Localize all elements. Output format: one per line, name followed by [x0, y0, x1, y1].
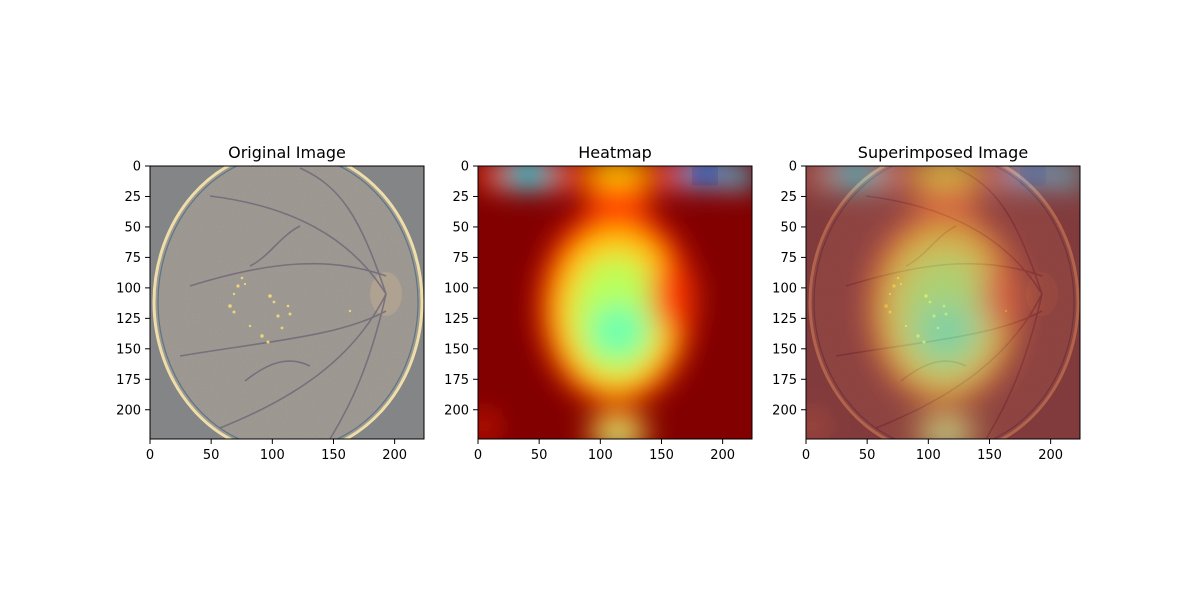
y-tick-label: 200	[444, 403, 469, 418]
y-tick-label: 25	[452, 190, 469, 205]
x-tick-label: 150	[321, 448, 346, 463]
y-tick-label: 100	[116, 281, 141, 296]
x-tick-label: 200	[382, 448, 407, 463]
y-tick-label: 75	[780, 251, 797, 266]
subplot-original: Original Image 0 50 100 150 200 0 25 50 75 100 125…	[116, 143, 425, 464]
x-tick-label: 0	[474, 448, 482, 463]
y-tick-label: 150	[116, 342, 141, 357]
axes-ticks: 0 50 100 150 200 0 25 50 75 100 125 150 175 200	[444, 160, 735, 464]
y-tick-label: 25	[124, 190, 141, 205]
y-tick-label: 25	[780, 190, 797, 205]
axes-ticks: 0 50 100 150 200 0 25 50 75 100 125 150 175 200	[772, 160, 1063, 464]
x-tick-label: 100	[916, 448, 941, 463]
y-tick-label: 150	[772, 342, 797, 357]
x-tick-label: 150	[649, 448, 674, 463]
y-tick-label: 150	[444, 342, 469, 357]
y-tick-label: 200	[772, 403, 797, 418]
x-tick-label: 50	[531, 448, 548, 463]
x-tick-label: 0	[802, 448, 810, 463]
y-tick-label: 75	[124, 251, 141, 266]
y-tick-label: 200	[116, 403, 141, 418]
y-tick-label: 125	[116, 312, 141, 327]
x-tick-label: 150	[977, 448, 1002, 463]
fundus-image	[150, 150, 424, 454]
subplot-superimposed: Superimposed Image 0 50 100 150 200 0 25 50 75 10…	[772, 143, 1082, 464]
x-tick-label: 200	[1038, 448, 1063, 463]
x-tick-label: 0	[146, 448, 154, 463]
y-tick-label: 125	[444, 312, 469, 327]
subplot-title: Superimposed Image	[858, 143, 1028, 162]
y-tick-label: 100	[772, 281, 797, 296]
y-tick-label: 100	[444, 281, 469, 296]
y-tick-label: 50	[124, 220, 141, 235]
y-tick-label: 0	[461, 160, 469, 175]
subplot-title: Heatmap	[578, 143, 652, 162]
x-tick-label: 100	[260, 448, 285, 463]
axes-frame	[149, 165, 425, 440]
axes-frame	[805, 165, 1081, 440]
subplot-title: Original Image	[228, 143, 346, 162]
axes-ticks: 0 50 100 150 200 0 25 50 75 100 125 150 175 200	[116, 160, 407, 464]
y-tick-label: 125	[772, 312, 797, 327]
superimposed-image	[802, 150, 1082, 454]
x-tick-label: 100	[588, 448, 613, 463]
y-tick-label: 50	[452, 220, 469, 235]
y-tick-label: 50	[780, 220, 797, 235]
y-tick-label: 0	[133, 160, 141, 175]
heatmap-image	[474, 158, 754, 450]
x-tick-label: 50	[203, 448, 220, 463]
x-tick-label: 200	[710, 448, 735, 463]
x-tick-label: 50	[859, 448, 876, 463]
subplot-heatmap: Heatmap 0 50 100 150 200 0 25 50 75 100 125 150 175 2…	[444, 143, 754, 464]
y-tick-label: 175	[772, 373, 797, 388]
y-tick-label: 175	[116, 373, 141, 388]
axes-frame	[477, 165, 753, 440]
y-tick-label: 75	[452, 251, 469, 266]
y-tick-label: 175	[444, 373, 469, 388]
y-tick-label: 0	[789, 160, 797, 175]
